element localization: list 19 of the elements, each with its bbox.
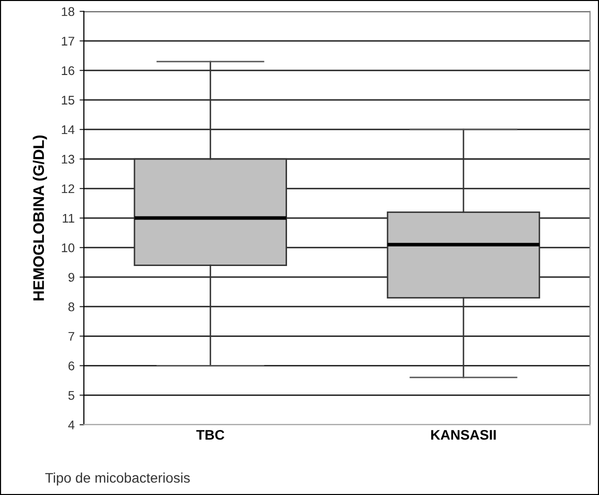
y-tick-label: 14 xyxy=(62,125,74,134)
y-tick-label: 7 xyxy=(68,332,74,341)
x-tick-label: KANSASII xyxy=(431,430,496,440)
y-tick-label: 10 xyxy=(62,243,74,252)
y-tick-label: 13 xyxy=(62,154,74,164)
y-tick-label: 8 xyxy=(68,302,74,312)
y-tick-label: 17 xyxy=(62,36,74,46)
y-tick-label: 15 xyxy=(62,96,74,105)
y-tick-label: 12 xyxy=(62,184,74,194)
y-tick-label: 9 xyxy=(68,272,74,282)
y-tick-label: 4 xyxy=(68,420,74,430)
y-tick-label: 11 xyxy=(62,214,74,223)
y-axis-title: HEMOGLOBINA (G/DL) xyxy=(32,135,48,300)
y-tick-label: 16 xyxy=(62,66,74,76)
x-tick-label: TBC xyxy=(196,430,224,440)
x-axis-title: Tipo de micobacteriosis xyxy=(45,472,190,486)
y-tick-label: 5 xyxy=(68,391,74,400)
y-tick-label: 18 xyxy=(62,7,74,16)
y-tick-label: 6 xyxy=(68,361,74,370)
